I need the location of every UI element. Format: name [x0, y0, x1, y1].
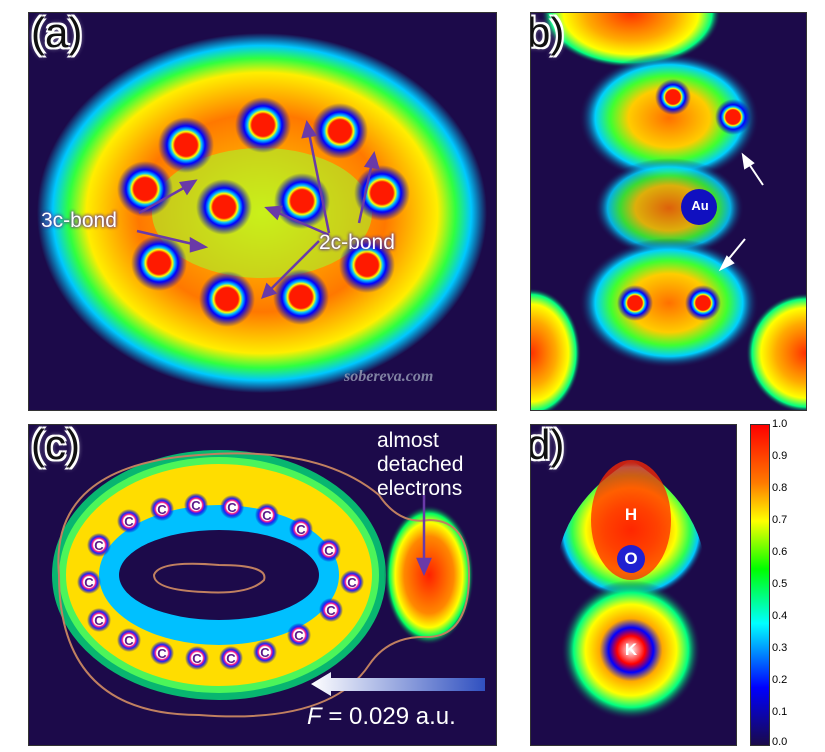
- tick-0-4: 0.4: [772, 610, 788, 622]
- gold-atom-label: Au: [691, 198, 709, 213]
- carbon-atom-label: C: [260, 645, 270, 660]
- panel-b-map: [531, 13, 806, 410]
- field-symbol: F: [307, 703, 322, 730]
- carbon-atom-label: C: [84, 575, 94, 590]
- field-value: = 0.029 a.u.: [328, 703, 456, 730]
- tick-0-6: 0.6: [772, 546, 788, 558]
- carbon-atom-label: C: [296, 522, 306, 537]
- two-center-bond-label: 2c-bond: [319, 231, 395, 254]
- colorbar: [750, 424, 770, 746]
- panel-c-label: (c): [31, 424, 80, 468]
- carbon-atom-label: C: [124, 633, 134, 648]
- annotation-line-1: almost: [377, 429, 439, 452]
- tick-0-9: 0.9: [772, 450, 788, 462]
- carbon-atom-label: C: [226, 651, 236, 666]
- field-strength-label: F = 0.029 a.u.: [307, 703, 456, 731]
- carbon-atom-label: C: [324, 543, 334, 558]
- panel-a: (a) 3c-bond 2c-bond sobereva.com: [28, 12, 497, 411]
- panel-d-label: (d): [530, 424, 565, 468]
- panel-a-map: [37, 33, 487, 393]
- carbon-atom-label: C: [192, 651, 202, 666]
- carbon-atom-label: C: [94, 613, 104, 628]
- tick-0-3: 0.3: [772, 642, 788, 654]
- watermark: sobereva.com: [344, 368, 434, 385]
- tick-0-5: 0.5: [772, 578, 788, 590]
- potassium-label: K: [624, 640, 638, 659]
- carbon-atom-label: C: [262, 508, 272, 523]
- carbon-atom-label: C: [227, 500, 237, 515]
- tick-0-7: 0.7: [772, 514, 788, 526]
- carbon-atom-label: C: [326, 603, 336, 618]
- carbon-atom-label: C: [157, 646, 167, 661]
- panel-a-label: (a): [31, 12, 83, 56]
- colorbar-ticks: 1.0 0.9 0.8 0.7 0.6 0.5 0.4 0.3 0.2 0.1 …: [772, 418, 822, 752]
- panel-b: (b) Au: [530, 12, 807, 411]
- annotation-line-3: electrons: [377, 477, 463, 500]
- carbon-atom-label: C: [157, 502, 167, 517]
- tick-0-1: 0.1: [772, 706, 788, 718]
- tick-1-0: 1.0: [772, 418, 788, 430]
- carbon-atom-label: C: [94, 538, 104, 553]
- carbon-atom-label: C: [294, 628, 304, 643]
- carbon-atom-label: C: [347, 575, 357, 590]
- detached-electrons-label: almost detached electrons: [377, 429, 463, 501]
- three-center-bond-label: 3c-bond: [41, 209, 117, 232]
- panel-d-map: [555, 460, 707, 720]
- tick-0-0: 0.0: [772, 736, 788, 748]
- tick-0-8: 0.8: [772, 482, 788, 494]
- carbon-atom-label: C: [124, 514, 134, 529]
- annotation-line-2: detached: [377, 453, 464, 476]
- panel-b-label: (b): [530, 12, 565, 56]
- panel-a-arrows: [136, 120, 380, 299]
- hydrogen-label: H: [624, 505, 638, 524]
- panel-d: (d) H O K: [530, 424, 737, 746]
- carbon-atom-label: C: [191, 498, 201, 513]
- tick-0-2: 0.2: [772, 674, 788, 686]
- oxygen-label: O: [624, 549, 638, 568]
